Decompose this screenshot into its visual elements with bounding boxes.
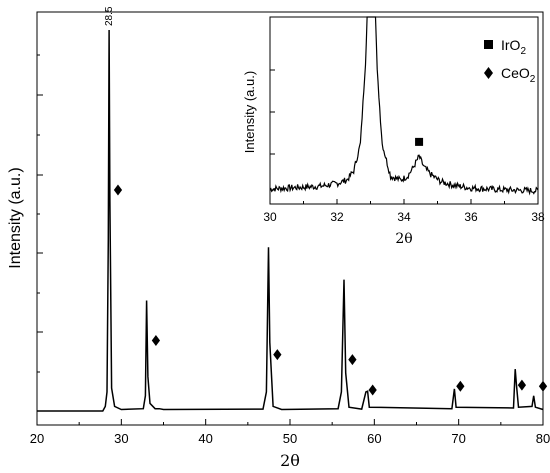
inset-x-axis-title: 2θ — [395, 231, 412, 247]
legend-item: CeO2 — [484, 65, 536, 85]
main-x-axis-title: 2θ — [280, 451, 300, 470]
ceo2-marker — [538, 380, 548, 392]
inset-x-tick-label: 36 — [464, 210, 478, 224]
inset-x-ticks — [269, 199, 539, 204]
ceo2-marker — [348, 354, 357, 366]
legend: IrO2 CeO2 — [484, 37, 536, 85]
main-x-tick-label: 60 — [367, 431, 381, 446]
main-series-line — [37, 29, 544, 412]
main-y-ticks — [37, 54, 43, 373]
legend-label: CeO2 — [501, 65, 536, 85]
inset-markers — [415, 137, 424, 146]
main-x-tick-labels: 20 30 40 50 60 70 80 — [30, 431, 550, 446]
main-x-tick-label: 20 — [30, 431, 44, 446]
main-x-tick-label: 50 — [283, 431, 297, 446]
inset-y-axis-title: Intensity (a.u.) — [242, 71, 257, 153]
main-markers — [113, 184, 548, 396]
inset-x-tick-label: 30 — [263, 210, 277, 224]
ceo2-marker — [368, 384, 377, 396]
diamond-icon — [484, 67, 493, 79]
iro2-marker — [415, 137, 424, 146]
inset-x-tick-label: 32 — [330, 210, 344, 224]
main-x-ticks — [36, 419, 544, 425]
inset-series-line — [269, 16, 539, 196]
ceo2-marker — [151, 335, 161, 347]
inset-x-tick-labels: 30 32 34 36 38 — [263, 210, 545, 224]
main-x-tick-label: 30 — [114, 431, 128, 446]
main-x-tick-label: 40 — [198, 431, 212, 446]
square-icon — [484, 40, 493, 49]
inset-x-tick-label: 38 — [531, 210, 545, 224]
main-x-tick-label: 70 — [451, 431, 465, 446]
legend-label: IrO2 — [501, 37, 526, 57]
ceo2-marker — [456, 380, 465, 392]
ceo2-marker — [273, 349, 282, 361]
inset-plot-frame — [269, 16, 539, 205]
legend-item: IrO2 — [484, 37, 526, 57]
ceo2-marker — [517, 379, 527, 391]
peak-label: 28.5 — [104, 6, 115, 26]
main-x-tick-label: 80 — [536, 431, 550, 446]
inset-x-tick-label: 34 — [397, 210, 411, 224]
main-y-axis-title: Intensity (a.u.) — [7, 167, 24, 268]
ceo2-marker — [113, 184, 123, 196]
